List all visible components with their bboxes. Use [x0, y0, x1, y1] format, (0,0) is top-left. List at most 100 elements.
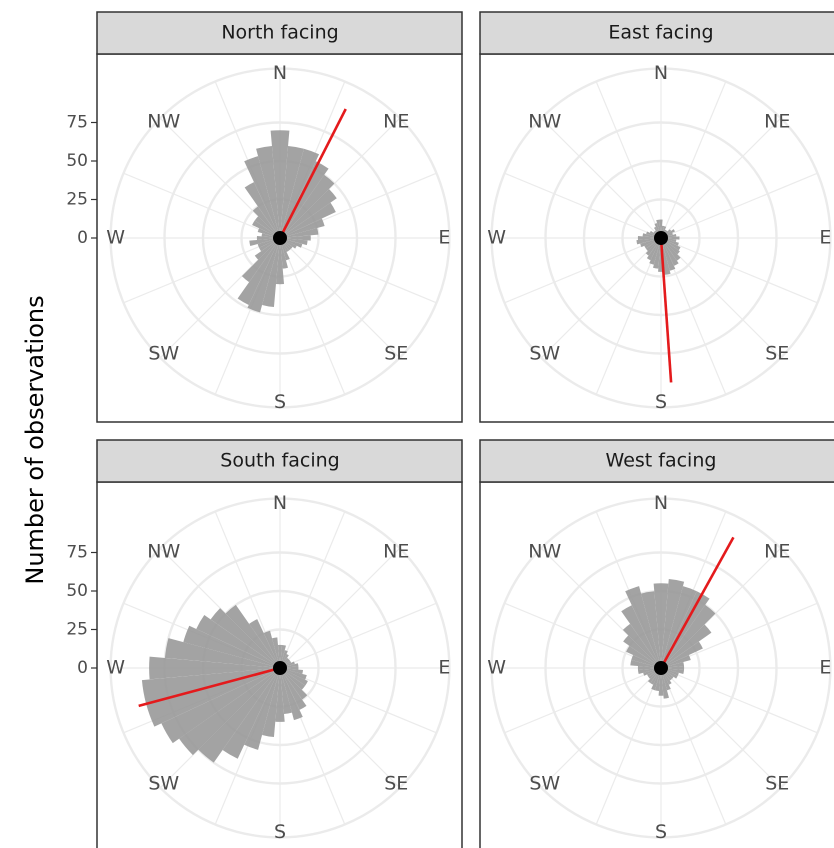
grid-circle — [582, 159, 740, 317]
panel: N NE E SE S SW W NW 0 25 50 75 North facing — [66, 11, 463, 423]
spoke — [279, 602, 437, 669]
bar — [659, 219, 663, 238]
direction-label: E — [438, 227, 450, 249]
direction-label: W — [487, 657, 506, 679]
bar — [280, 148, 320, 238]
spoke — [279, 237, 437, 304]
bar — [280, 145, 304, 238]
direction-label: NE — [764, 110, 790, 132]
spoke — [504, 237, 662, 304]
direction-label: E — [438, 657, 450, 679]
spoke — [540, 667, 662, 789]
spoke — [660, 237, 782, 359]
center-dot — [654, 231, 668, 245]
bar — [249, 619, 280, 668]
mean-vector — [659, 237, 673, 383]
bar — [661, 238, 681, 261]
bar — [272, 637, 280, 668]
bar — [631, 654, 661, 668]
bar — [661, 591, 710, 668]
y-tick-label: 0 — [77, 228, 88, 248]
mean-vector — [659, 536, 735, 669]
bar — [280, 188, 337, 238]
bar — [252, 206, 280, 238]
bar — [244, 156, 280, 238]
bar — [196, 615, 280, 668]
bar — [637, 665, 661, 671]
direction-label: SW — [529, 343, 560, 365]
direction-label: N — [654, 62, 668, 84]
y-tick-label: 50 — [66, 151, 88, 171]
spoke — [123, 237, 281, 304]
strip — [479, 11, 834, 55]
bar — [623, 635, 661, 668]
bar — [661, 586, 697, 668]
spoke — [660, 667, 727, 825]
bar — [280, 668, 306, 690]
bar — [280, 238, 288, 269]
outer-circle — [109, 497, 451, 839]
bar — [183, 625, 280, 668]
bar — [263, 630, 280, 668]
grid-circle — [544, 551, 778, 785]
bar — [252, 220, 280, 238]
bar — [280, 668, 307, 710]
direction-label: SE — [384, 343, 408, 365]
bar — [280, 238, 308, 246]
bar — [280, 202, 336, 238]
spoke — [279, 667, 437, 734]
direction-label: W — [106, 227, 125, 249]
bar — [280, 668, 292, 715]
direction-label: W — [487, 227, 506, 249]
bar — [661, 665, 685, 671]
bar — [275, 668, 285, 722]
bar — [256, 235, 280, 241]
grid-circle — [163, 121, 397, 355]
spoke — [504, 667, 662, 734]
bar — [661, 624, 712, 668]
bar — [262, 668, 280, 738]
plot-area: N NE E SE S SW W NW — [487, 492, 832, 843]
y-tick-label: 25 — [66, 620, 88, 640]
bar — [270, 130, 290, 238]
bar — [280, 668, 308, 686]
bar — [280, 218, 325, 238]
bar — [241, 238, 280, 283]
spoke — [540, 237, 662, 359]
grid-circle — [621, 198, 701, 278]
bar — [622, 623, 661, 668]
strip — [96, 11, 463, 55]
center-dot — [273, 661, 287, 675]
direction-label: S — [655, 391, 667, 413]
direction-label: SE — [765, 343, 789, 365]
strip-title: North facing — [221, 22, 338, 44]
bar — [161, 668, 280, 744]
mean-vector — [138, 666, 281, 708]
direction-label: SE — [384, 773, 408, 795]
bar — [280, 668, 303, 721]
panel: N NE E SE S SW W NW East facing — [479, 11, 834, 423]
y-tick-label: 75 — [66, 113, 88, 133]
bar — [280, 668, 307, 680]
mean-vector — [278, 108, 347, 239]
bar — [277, 644, 283, 668]
bar — [262, 238, 280, 308]
bar — [658, 668, 664, 696]
y-tick-label: 25 — [66, 190, 88, 210]
bar — [280, 174, 335, 238]
bar — [661, 654, 691, 668]
y-tick-label: 75 — [66, 543, 88, 563]
bar — [625, 586, 661, 668]
plot-area: N NE E SE S SW W NW — [106, 492, 451, 843]
bar — [653, 238, 661, 269]
spoke — [660, 117, 782, 239]
bar — [254, 238, 280, 260]
bar — [280, 668, 308, 700]
panel: N NE E SE S SW W NW West facing — [479, 439, 834, 848]
direction-label: NW — [528, 540, 561, 562]
spoke — [279, 237, 346, 395]
bar — [225, 604, 280, 668]
direction-label: E — [819, 657, 831, 679]
strip-title: South facing — [220, 450, 339, 472]
